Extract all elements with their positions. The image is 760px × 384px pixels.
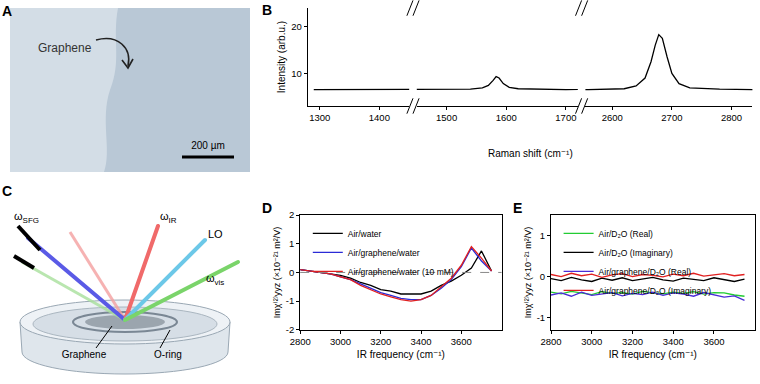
svg-text:1: 1	[289, 238, 294, 249]
svg-text:10: 10	[291, 68, 302, 79]
svg-text:3200: 3200	[370, 336, 391, 347]
svg-text:1600: 1600	[496, 112, 517, 123]
svg-text:IR frequency (cm⁻¹): IR frequency (cm⁻¹)	[357, 349, 445, 360]
svg-text:ωvis: ωvis	[206, 272, 224, 287]
svg-text:1700: 1700	[555, 112, 576, 123]
svg-text:Air/D₂O (Imaginary): Air/D₂O (Imaginary)	[599, 248, 673, 258]
svg-text:0: 0	[289, 267, 294, 278]
svg-text:-2: -2	[286, 324, 294, 335]
svg-text:0: 0	[540, 271, 545, 282]
svg-text:Imχ⁽²⁾yyz (×10⁻²¹ m²/V): Imχ⁽²⁾yyz (×10⁻²¹ m²/V)	[272, 227, 282, 319]
svg-text:Graphene: Graphene	[38, 41, 92, 55]
svg-text:2700: 2700	[661, 112, 682, 123]
svg-text:Air/graphene/water: Air/graphene/water	[348, 248, 420, 258]
svg-text:O-ring: O-ring	[154, 349, 182, 360]
svg-text:Air/D₂O (Real): Air/D₂O (Real)	[599, 229, 653, 239]
svg-text:Air/water: Air/water	[348, 229, 382, 239]
svg-text:3600: 3600	[451, 336, 472, 347]
svg-text:A: A	[2, 3, 12, 19]
svg-text:Raman shift (cm⁻¹): Raman shift (cm⁻¹)	[488, 148, 573, 159]
svg-text:200 µm: 200 µm	[191, 140, 225, 151]
svg-text:C: C	[2, 183, 12, 199]
svg-text:-1: -1	[286, 295, 294, 306]
svg-text:Air/graphene/D₂O (Real): Air/graphene/D₂O (Real)	[599, 267, 692, 277]
svg-text:ωIR: ωIR	[160, 210, 177, 225]
svg-text:Air/graphene/water (10 mM): Air/graphene/water (10 mM)	[348, 267, 454, 277]
svg-text:3200: 3200	[622, 336, 643, 347]
svg-text:2: 2	[289, 209, 294, 220]
svg-text:Graphene: Graphene	[62, 349, 107, 360]
svg-text:IR frequency (cm⁻¹): IR frequency (cm⁻¹)	[609, 349, 697, 360]
svg-text:E: E	[513, 200, 522, 216]
svg-text:1500: 1500	[436, 112, 457, 123]
svg-text:ωSFG: ωSFG	[14, 210, 39, 225]
svg-text:1: 1	[540, 230, 545, 241]
svg-text:D: D	[262, 200, 272, 216]
svg-text:2600: 2600	[602, 112, 623, 123]
svg-text:Air/graphene/D₂O (Imaginary): Air/graphene/D₂O (Imaginary)	[599, 286, 712, 296]
svg-text:20: 20	[291, 21, 302, 32]
svg-text:3600: 3600	[703, 336, 724, 347]
svg-text:1300: 1300	[309, 112, 330, 123]
svg-text:Imχ⁽²⁾yyz (×10⁻²¹ m²/V): Imχ⁽²⁾yyz (×10⁻²¹ m²/V)	[523, 227, 533, 319]
svg-text:LO: LO	[208, 228, 223, 240]
svg-text:2800: 2800	[290, 336, 311, 347]
svg-text:2800: 2800	[721, 112, 742, 123]
svg-text:1400: 1400	[369, 112, 390, 123]
svg-text:Intensity (arb.u.): Intensity (arb.u.)	[276, 21, 287, 93]
svg-text:-1: -1	[537, 312, 545, 323]
svg-text:B: B	[262, 2, 272, 18]
svg-text:3000: 3000	[330, 336, 351, 347]
svg-text:2800: 2800	[540, 336, 561, 347]
svg-text:3400: 3400	[410, 336, 431, 347]
svg-text:3000: 3000	[581, 336, 602, 347]
svg-text:3400: 3400	[663, 336, 684, 347]
